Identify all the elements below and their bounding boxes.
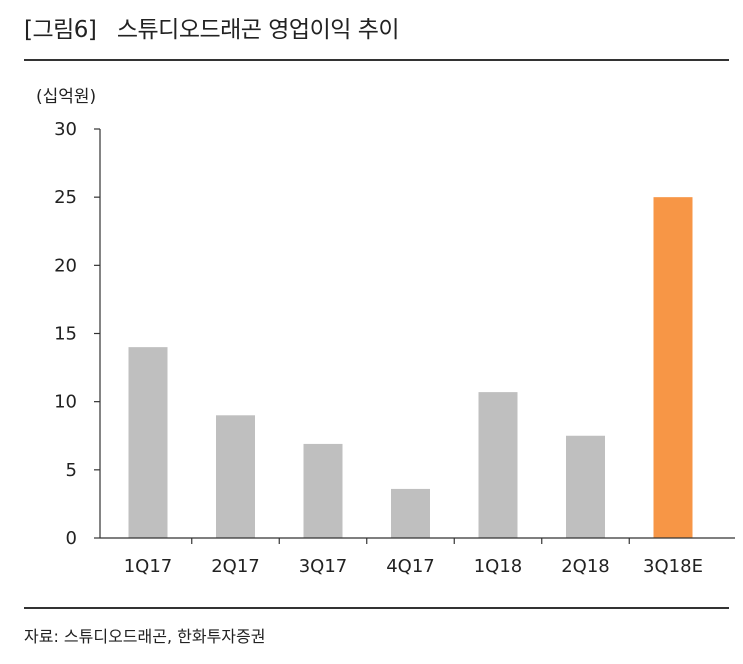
y-tick-label: 20 <box>54 255 77 276</box>
y-tick-label: 15 <box>54 324 77 345</box>
y-tick-label: 5 <box>66 460 77 481</box>
bar-4q17 <box>391 488 430 538</box>
bar-1q18 <box>478 392 518 538</box>
bar-3q17 <box>303 443 343 538</box>
y-tick-label: 30 <box>54 119 77 140</box>
y-tick-label: 0 <box>66 528 77 549</box>
bars <box>128 197 693 538</box>
bar-3q18e <box>653 197 693 538</box>
x-tick-label: 1Q17 <box>124 556 173 577</box>
x-tick-label: 2Q18 <box>561 556 610 577</box>
title-divider <box>24 59 729 61</box>
bar-2q18 <box>566 435 605 538</box>
x-tick-label: 2Q17 <box>211 556 260 577</box>
chart-title: [그림6] 스튜디오드래곤 영업이익 추이 <box>24 10 400 44</box>
source-note: 자료: 스튜디오드래곤, 한화투자증권 <box>24 627 266 646</box>
y-tick-label: 10 <box>54 392 77 413</box>
x-axis: 1Q17 2Q17 3Q17 4Q17 1Q18 2Q18 3Q18E <box>100 537 735 577</box>
bar-2q17 <box>216 415 255 538</box>
unit-label: (십억원) <box>36 87 96 107</box>
x-tick-label: 1Q18 <box>474 556 523 577</box>
y-tick-label: 25 <box>54 187 77 208</box>
y-axis: 0 5 10 15 20 25 30 <box>54 119 101 549</box>
chart-title-text: 스튜디오드래곤 영업이익 추이 <box>116 17 400 43</box>
x-tick-label: 3Q17 <box>299 556 348 577</box>
bar-chart: (십억원) 0 5 10 15 20 25 30 1Q17 2Q17 3Q17 4Q17 1Q18 2… <box>36 87 735 577</box>
footer-divider <box>24 607 729 609</box>
x-tick-label: 3Q18E <box>643 556 703 577</box>
bar-1q17 <box>128 347 168 538</box>
figure-label: [그림6] <box>24 17 97 43</box>
x-tick-label: 4Q17 <box>386 556 435 577</box>
